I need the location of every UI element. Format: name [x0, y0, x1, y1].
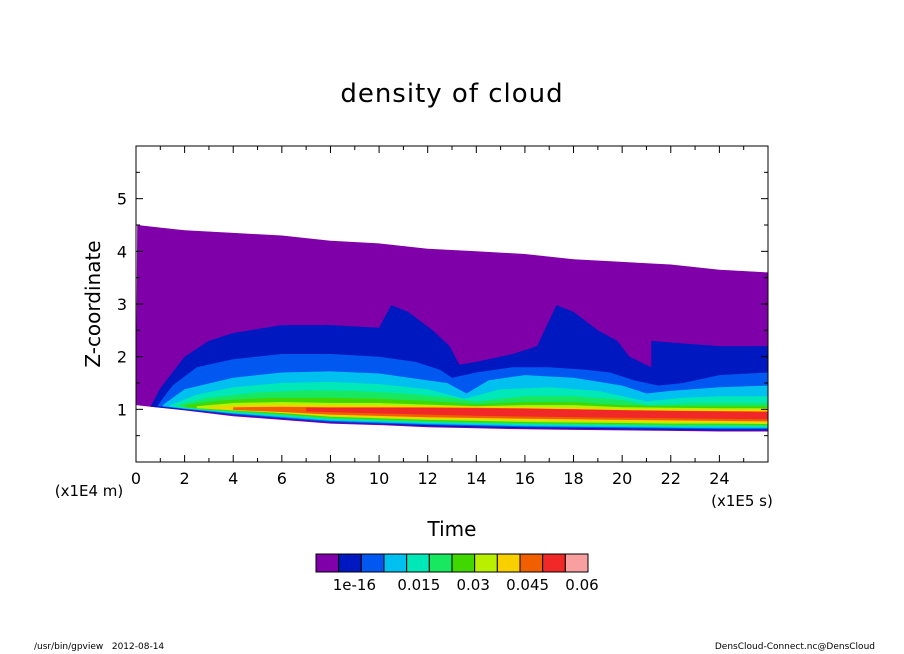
x-tick-label: 24	[709, 469, 729, 488]
x-tick-label: 16	[515, 469, 535, 488]
x-tick-label: 4	[228, 469, 238, 488]
footer-right: DensCloud-Connect.nc@DensCloud	[714, 642, 875, 652]
colorbar-label: 0.03	[456, 576, 489, 594]
x-tick-label: 18	[563, 469, 583, 488]
y-axis-label: Z-coordinate	[81, 240, 105, 367]
colorbar-swatch	[496, 553, 521, 573]
colorbar-swatch	[360, 553, 385, 573]
y-tick-label: 2	[117, 348, 127, 367]
colorbar-swatch	[542, 553, 566, 573]
colorbar-swatch	[564, 553, 589, 573]
colorbar-label: 1e-16	[333, 576, 376, 594]
y-tick-label: 4	[117, 242, 127, 261]
footer-left: /usr/bin/gpview 2012-08-14	[34, 642, 165, 652]
x-tick-label: 0	[131, 469, 141, 488]
chart-title: density of cloud	[340, 79, 563, 109]
plot-bands	[136, 225, 769, 432]
colorbar-swatch	[315, 553, 340, 573]
x-tick-label: 12	[418, 469, 438, 488]
colorbar-swatch	[474, 553, 498, 573]
colorbar-label: 0.045	[506, 576, 549, 594]
density-band-10	[306, 407, 768, 420]
x-tick-label: 10	[369, 469, 389, 488]
y-tick-label: 3	[117, 295, 127, 314]
x-tick-label: 8	[325, 469, 335, 488]
colorbar-swatch	[338, 553, 362, 573]
colorbar-swatch	[383, 553, 408, 573]
y-unit-label: (x1E4 m)	[55, 482, 124, 500]
colorbar-labels: 1e-16 0.015 0.03 0.045 0.06	[333, 576, 599, 594]
colorbar	[315, 553, 589, 573]
x-tick-label: 20	[612, 469, 632, 488]
colorbar-swatch	[451, 553, 476, 573]
colorbar-label: 0.06	[565, 576, 598, 594]
colorbar-label: 0.015	[397, 576, 440, 594]
x-tick-label: 14	[466, 469, 486, 488]
x-tick-label: 2	[180, 469, 190, 488]
colorbar-swatch	[519, 553, 544, 573]
y-tick-label: 5	[117, 190, 127, 209]
y-tick-label: 1	[117, 400, 127, 419]
colorbar-swatch	[428, 553, 453, 573]
x-axis-label: Time	[427, 517, 477, 541]
x-axis: 0 2 4 6 8 10 12 14 16 18 20 22 24	[131, 146, 769, 488]
x-unit-label: (x1E5 s)	[711, 492, 773, 510]
x-tick-label: 22	[661, 469, 681, 488]
y-axis: 1 2 3 4 5	[117, 145, 768, 463]
colorbar-swatch	[406, 553, 430, 573]
x-tick-label: 6	[277, 469, 287, 488]
